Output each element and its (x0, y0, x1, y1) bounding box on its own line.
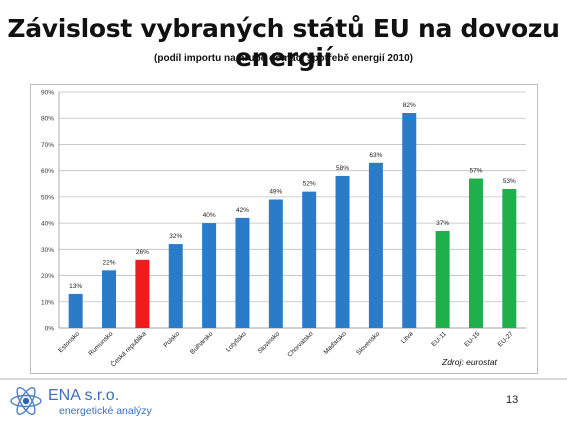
x-tick-label: Slovinsko (257, 330, 282, 355)
bar (168, 244, 183, 328)
chart-subtitle: (podíl importu na hrubé domácí spotřebě … (154, 53, 413, 64)
data-label: 82% (403, 102, 416, 109)
data-label: 42% (236, 207, 249, 214)
y-tick-label: 70% (41, 142, 54, 149)
data-label: 58% (336, 165, 349, 172)
y-tick-label: 80% (41, 116, 54, 123)
x-tick-label: Estonsko (57, 330, 81, 354)
data-label: 63% (369, 152, 382, 159)
source-note: Zdroj: eurostat (442, 357, 497, 367)
x-tick-label: Polsko (162, 330, 181, 349)
bar (402, 112, 417, 328)
x-tick-label: Rumunsko (88, 330, 115, 357)
x-tick-label: EU-11 (430, 330, 448, 348)
bar (368, 162, 383, 328)
atom-icon (10, 387, 42, 415)
ena-logo: ENA s.r.o. energetické analýzy (10, 387, 153, 417)
data-label: 37% (436, 220, 449, 227)
data-label: 52% (303, 181, 316, 188)
x-tick-label: Maďarsko (323, 330, 349, 356)
bar (202, 223, 217, 328)
x-tick-label: Bulharsko (189, 330, 215, 356)
x-tick-label: EU-15 (463, 330, 481, 348)
y-tick-label: 90% (41, 90, 54, 97)
x-tick-label: Slovensko (355, 330, 381, 356)
data-label: 49% (269, 189, 282, 196)
y-tick-label: 10% (41, 299, 54, 306)
x-tick-label: Česká republika (108, 329, 148, 369)
logo-tagline: energetické analýzy (59, 405, 153, 417)
bar-chart: 0% 10% 20% 30% 40% 50% 60% 70% 80% 90% 13% Estonsko… (41, 90, 526, 369)
data-label: 53% (503, 178, 516, 185)
data-label: 26% (136, 249, 149, 256)
bar (235, 217, 250, 328)
chart-area: 0% 10% 20% 30% 40% 50% 60% 70% 80% 90% 13% Estonsko… (30, 84, 538, 374)
page-number: 13 (506, 394, 519, 406)
bar (268, 199, 283, 328)
bar (502, 189, 517, 328)
chart-title: Závislost vybraných států EU na dovozu e… (7, 14, 560, 72)
data-label: 32% (169, 233, 182, 240)
footer-divider (0, 378, 567, 380)
logo-name: ENA s.r.o. (48, 387, 119, 404)
bar (468, 178, 483, 328)
y-tick-label: 60% (41, 168, 54, 175)
y-tick-label: 0% (45, 326, 55, 333)
bar (335, 175, 350, 328)
data-label: 40% (203, 212, 216, 219)
bar (302, 191, 317, 328)
x-tick-label: Chorvatsko (286, 330, 314, 358)
y-tick-label: 20% (41, 273, 54, 280)
y-tick-label: 30% (41, 247, 54, 254)
x-tick-label: Litva (400, 330, 415, 345)
bar (135, 259, 150, 328)
y-tick-label: 40% (41, 221, 54, 228)
x-tick-label: Lotyšsko (225, 330, 248, 353)
data-label: 13% (69, 283, 82, 290)
data-label: 57% (469, 168, 482, 175)
x-tick-label: EU-27 (497, 330, 515, 348)
y-tick-label: 50% (41, 194, 54, 201)
bar (102, 270, 117, 328)
data-label: 22% (103, 259, 116, 266)
bar (435, 230, 450, 328)
bar (68, 293, 83, 328)
